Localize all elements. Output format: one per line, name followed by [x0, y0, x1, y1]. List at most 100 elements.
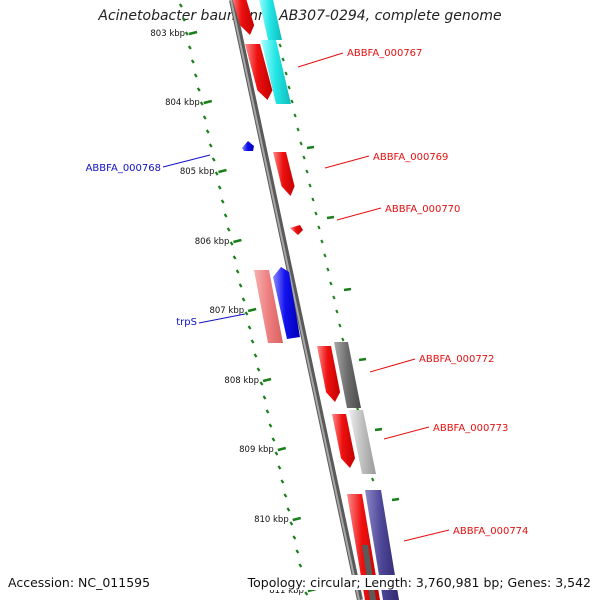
ruler-minor-tick [232, 255, 237, 260]
gene-label[interactable]: ABBFA_000772 [419, 354, 494, 365]
ruler-minor-tick [226, 227, 231, 232]
cds-forward-000766[interactable] [231, 0, 255, 35]
ruler-major-tick [218, 168, 227, 174]
match-track-major-tick [326, 215, 335, 220]
ruler-major-tick [277, 446, 287, 452]
match-track-tick [314, 211, 318, 216]
label-leader-line [198, 313, 246, 324]
cds-forward-000773[interactable] [332, 414, 356, 468]
ruler-minor-tick [220, 199, 225, 204]
ruler-major-tick [233, 238, 242, 244]
ruler-minor-tick [208, 143, 213, 148]
ruler-label: 804 kbp [165, 98, 200, 108]
ruler-major-tick [203, 99, 213, 105]
match-track-tick [338, 323, 342, 328]
gene-label[interactable]: ABBFA_000767 [347, 48, 422, 59]
cds-forward-000767[interactable] [245, 44, 273, 100]
ruler-label: 810 kbp [254, 515, 289, 525]
match-track-major-tick [374, 427, 383, 432]
gene-label[interactable]: ABBFA_000773 [433, 423, 508, 434]
match-track-tick [332, 295, 336, 300]
cds-reverse-000768[interactable] [242, 141, 254, 151]
match-track-tick [371, 477, 375, 482]
label-leader-line [297, 52, 344, 68]
ruler-minor-tick [262, 395, 267, 400]
ruler-label: 808 kbp [224, 376, 259, 386]
ruler-minor-tick [187, 45, 192, 50]
ruler-minor-tick [295, 549, 300, 554]
ruler-minor-tick [178, 3, 183, 8]
gene-label[interactable]: ABBFA_000774 [453, 526, 528, 537]
ruler-minor-tick [289, 521, 294, 526]
match-track-tick [287, 85, 291, 90]
label-leader-line [162, 154, 211, 168]
topology-text: Topology: circular; Length: 3,760,981 bp… [247, 575, 591, 590]
match-track-tick [284, 71, 288, 76]
ruler-minor-tick [259, 381, 264, 386]
label-leader-line [324, 155, 370, 169]
match-track-major-tick [358, 357, 367, 362]
label-leader-line [336, 207, 382, 221]
gene-label[interactable]: ABBFA_000768 [86, 163, 161, 174]
ruler-label: 809 kbp [239, 445, 274, 455]
ruler-minor-tick [211, 157, 216, 162]
gene-label[interactable]: ABBFA_000770 [385, 204, 460, 215]
ruler-minor-tick [247, 325, 252, 330]
match-track-tick [326, 267, 330, 272]
match-dark-block[interactable] [334, 342, 361, 408]
ruler-minor-tick [238, 283, 243, 288]
trna-block[interactable] [254, 270, 283, 343]
ruler-minor-tick [235, 269, 240, 274]
gene-labels: ABBFA_000767 ABBFA_000768 ABBFA_000769 ABBF… [86, 48, 528, 542]
cds-forward-000770[interactable] [290, 225, 303, 235]
ruler-minor-tick [280, 479, 285, 484]
match-track-tick [278, 43, 282, 48]
match-track-tick [302, 155, 306, 160]
match-track-tick [335, 309, 339, 314]
ruler-major-tick [292, 516, 302, 522]
match-track-tick [317, 225, 321, 230]
match-cyan-block[interactable] [258, 0, 282, 40]
ruler-minor-tick [268, 423, 273, 428]
match-navy-block[interactable] [365, 490, 399, 600]
ruler-label: 803 kbp [150, 29, 185, 39]
match-track-major-tick [306, 145, 315, 150]
cds-forward-000769[interactable] [273, 152, 295, 196]
ruler-minor-tick [214, 171, 219, 176]
ruler-minor-tick [256, 367, 261, 372]
ruler-minor-tick [277, 465, 282, 470]
ruler-minor-tick [286, 507, 291, 512]
feature-track[interactable] [231, 0, 399, 600]
ruler-label: 811 kbp [269, 586, 304, 596]
ruler-minor-tick [190, 59, 195, 64]
gene-label[interactable]: trpS [176, 317, 197, 328]
map-title: Acinetobacter baumannii AB307-0294, comp… [98, 8, 502, 24]
match-track-tick [323, 253, 327, 258]
ruler-label: 805 kbp [180, 167, 215, 177]
ruler-minor-tick [223, 213, 228, 218]
ruler-minor-tick [283, 493, 288, 498]
ruler-minor-tick [271, 437, 276, 442]
ruler-minor-tick [181, 17, 186, 22]
ruler-minor-tick [196, 87, 201, 92]
gene-label[interactable]: ABBFA_000769 [373, 152, 448, 163]
ruler-minor-tick [244, 311, 249, 316]
backbone [229, 0, 363, 600]
match-track-tick [290, 99, 294, 104]
cds-forward-000772[interactable] [317, 346, 341, 402]
match-track-tick [329, 281, 333, 286]
ruler-minor-tick [241, 297, 246, 302]
match-track-tick [341, 337, 345, 342]
ruler-minor-tick [274, 451, 279, 456]
cds-reverse-trpS[interactable] [273, 267, 300, 339]
match-track-tick [308, 183, 312, 188]
ruler-minor-tick [199, 101, 204, 106]
match-cyan-block-000767[interactable] [261, 40, 291, 104]
ruler-major-tick [188, 30, 198, 36]
match-track-tick [305, 169, 309, 174]
match-track-tick [281, 57, 285, 62]
accession-text: Accession: NC_011595 [8, 575, 151, 590]
ruler-minor-tick [292, 535, 297, 540]
match-light-block[interactable] [349, 410, 376, 474]
